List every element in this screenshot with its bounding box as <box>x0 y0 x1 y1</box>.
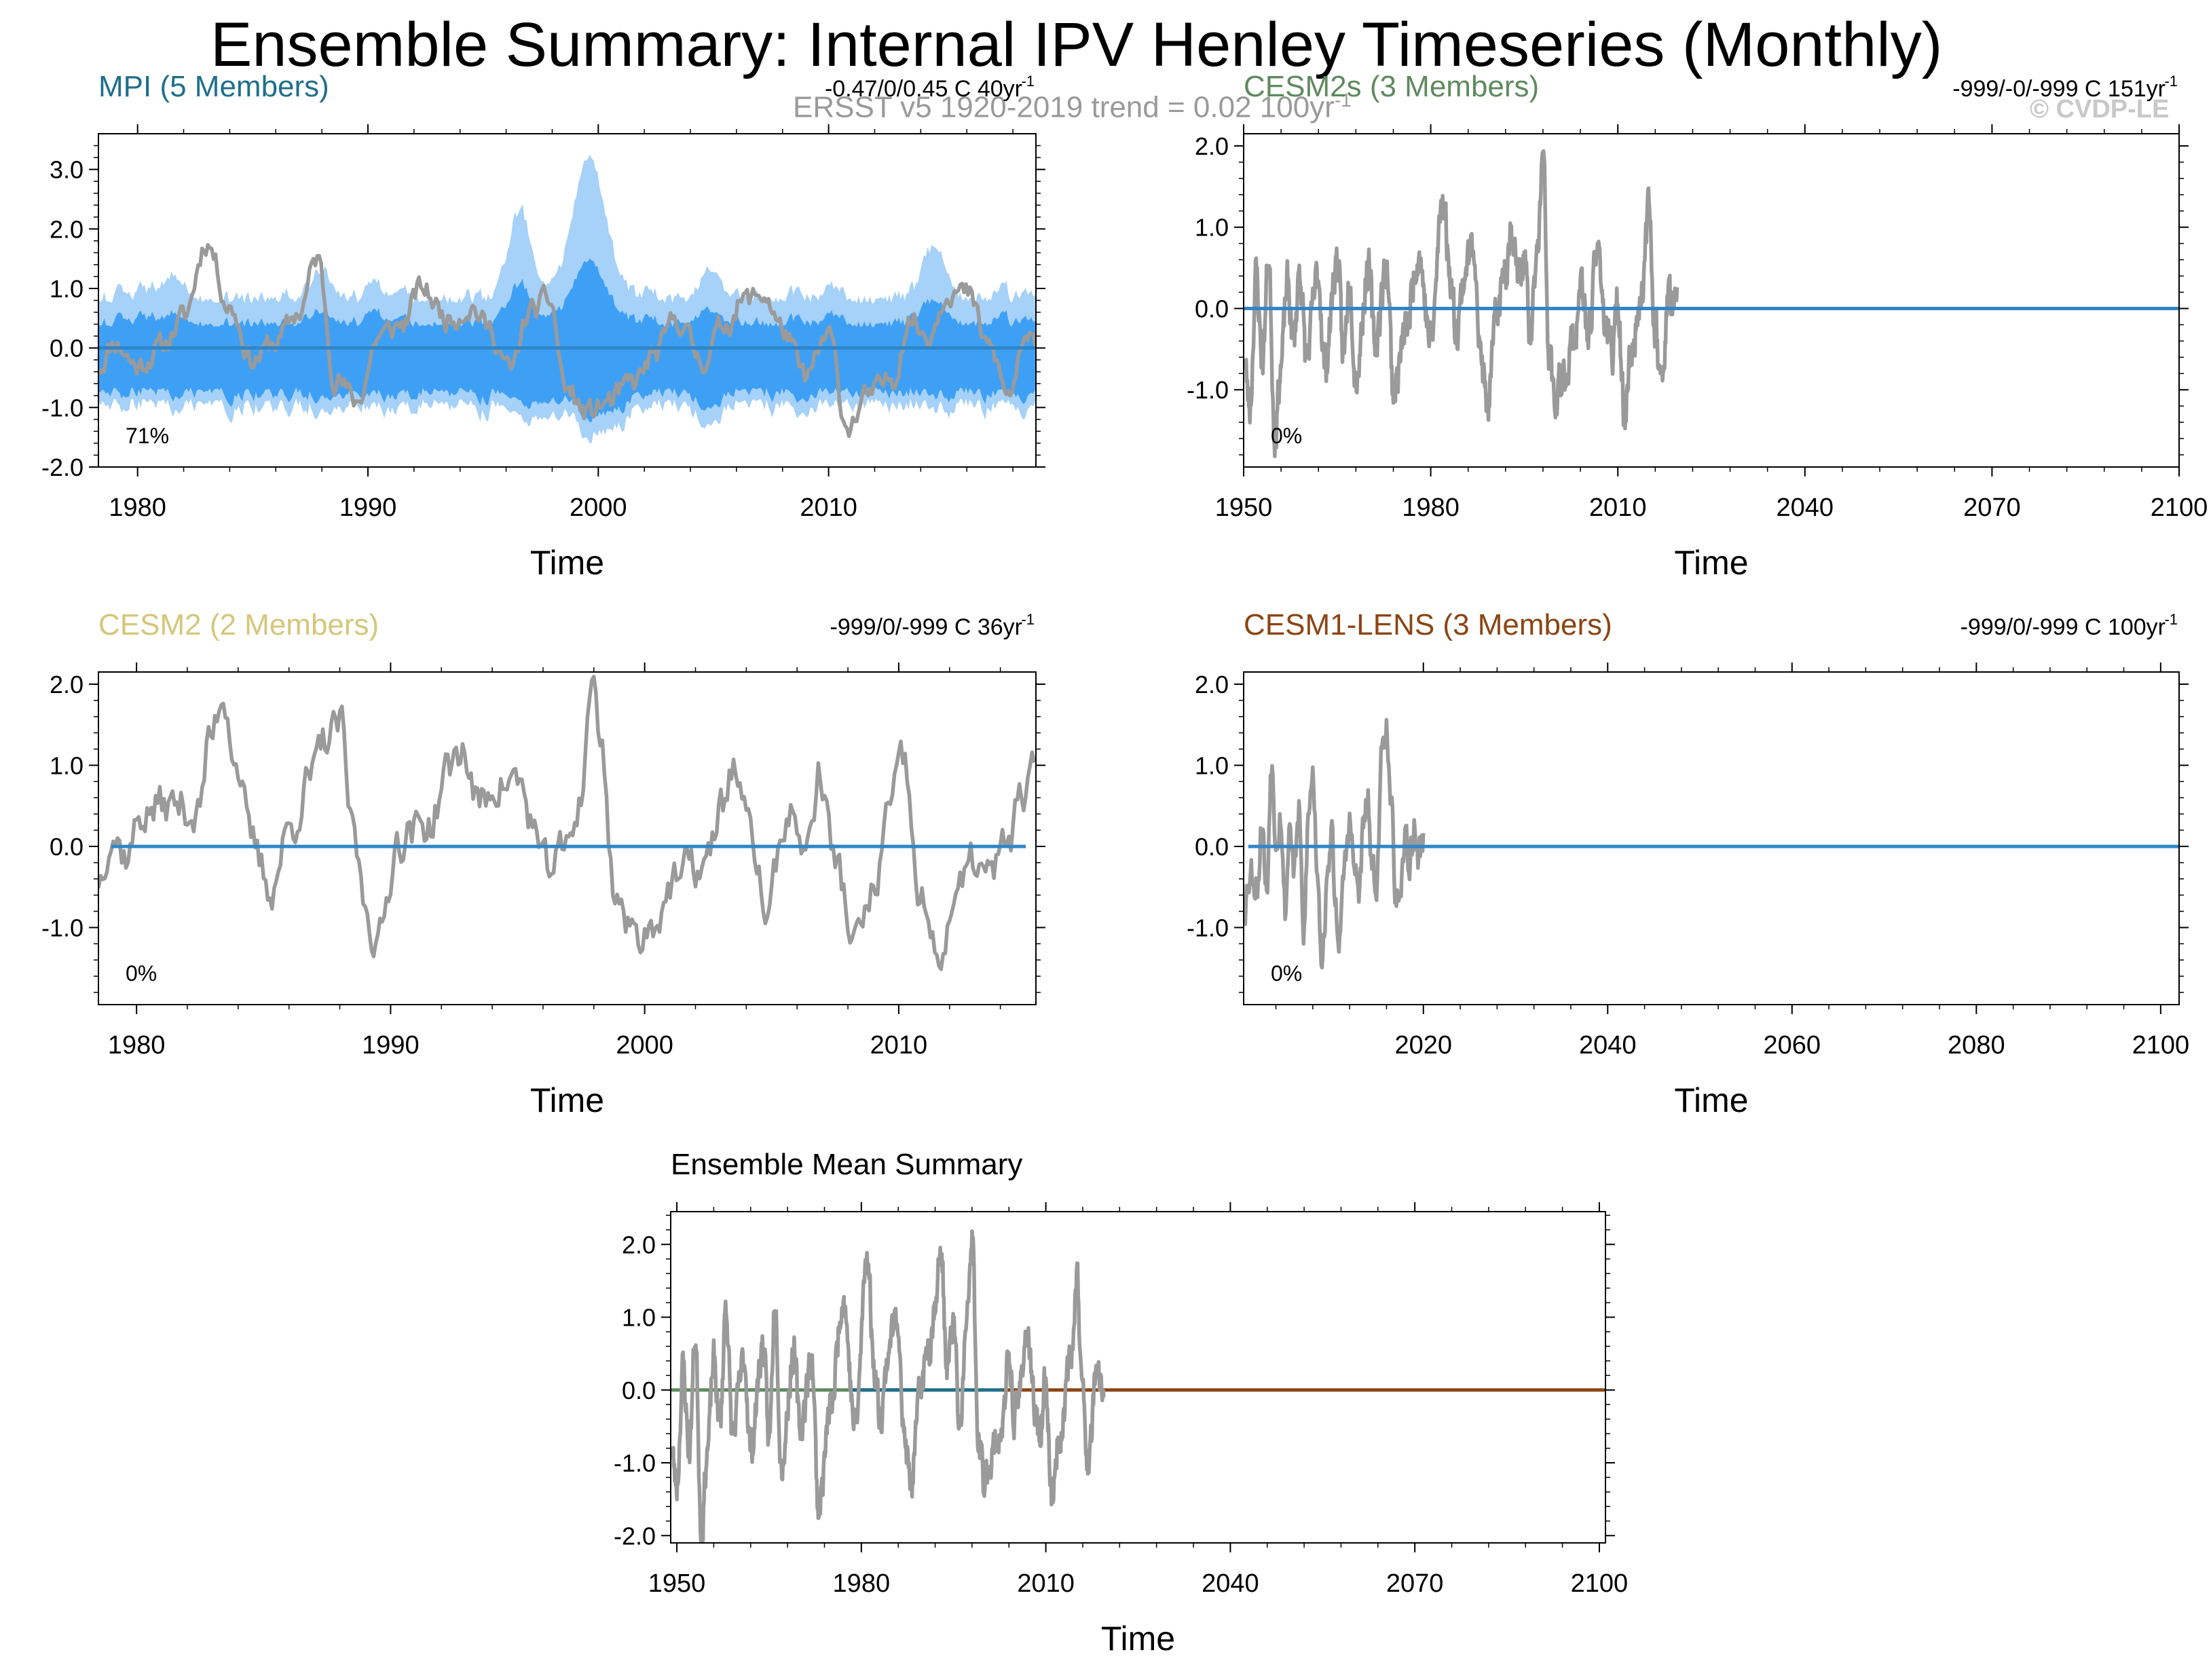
cvdp-watermark: © CVDP-LE <box>2030 95 2170 124</box>
mpi-xtick-label: 1980 <box>109 493 166 522</box>
ensmean-xtick-label: 2070 <box>1386 1569 1444 1598</box>
mpi-ytick-label: 2.0 <box>50 215 83 243</box>
cesm2-frame <box>98 671 1037 1005</box>
cesm2-chart: 1980 1990 2000 2010 -1.0 0.0 1.0 2.0 Time CESM2 (… <box>41 608 1045 1119</box>
cesm1-xtick-label: 2100 <box>2132 1031 2190 1060</box>
cesm2-ytick-label: 1.0 <box>50 751 83 779</box>
ensmean-frame <box>670 1211 1606 1544</box>
cesm2s-xtick-label: 1980 <box>1402 493 1460 522</box>
cesm1-obs-line <box>1244 717 1426 970</box>
cesm2-xtick-label: 2000 <box>616 1031 673 1060</box>
cesm2s-frame <box>1243 133 2180 468</box>
cesm2-xtick-label: 1980 <box>108 1031 166 1060</box>
cesm2s-plot-area <box>1244 149 2179 459</box>
cesm2-obs-line <box>98 675 1036 971</box>
ensmean-plot-area <box>671 1229 1605 1543</box>
mpi-xtick-label: 2010 <box>800 493 857 522</box>
mpi-ytick-label: 0.0 <box>50 335 83 362</box>
mpi-chart: 1980 1990 2000 2010 -2.0 -1.0 0.0 1.0 2.0 3.0 Time… <box>41 70 1045 582</box>
cesm1-ytick-label: 2.0 <box>1195 671 1229 698</box>
cesm2-ytick-label: 0.0 <box>50 833 83 861</box>
cesm2-xlabel: Time <box>530 1081 604 1119</box>
ersst-trend-subtitle: ERSST v5 1920-2019 trend = 0.02 100yr-1 <box>793 90 1352 125</box>
cesm2-percent-label: 0% <box>126 961 157 986</box>
ensmean-ytick-label: 2.0 <box>622 1231 656 1258</box>
ensmean-xtick-label: 1980 <box>833 1569 891 1598</box>
mpi-ytick-label: 1.0 <box>50 275 83 303</box>
ensmean-ytick-label: -2.0 <box>614 1522 656 1550</box>
cesm1-xlabel: Time <box>1674 1081 1748 1119</box>
cesm2s-ytick-label: 2.0 <box>1195 132 1229 160</box>
cesm2s-ytick-label: 1.0 <box>1195 214 1229 242</box>
cesm2-plot-area <box>98 675 1036 971</box>
mpi-xlabel: Time <box>530 544 604 582</box>
ensmean-xtick-label: 2040 <box>1202 1569 1259 1598</box>
cesm1-trend-label-sup: -1 <box>2164 611 2178 628</box>
mpi-trend-label-sup: -1 <box>1021 73 1035 90</box>
cesm1-xtick-label: 2040 <box>1579 1031 1637 1060</box>
cesm1-xtick-label: 2080 <box>1948 1031 2005 1060</box>
cesm2s-xtick-label: 2010 <box>1589 493 1647 522</box>
cesm2s-title: CESM2s (3 Members) <box>1244 70 1539 103</box>
cesm2s-ytick-label: -1.0 <box>1187 376 1229 404</box>
cesm1-ytick-label: 0.0 <box>1195 833 1229 861</box>
cesm2s-trend-label: -999/-0/-999 C 151yr <box>1952 76 2166 102</box>
ersst-trend-sup: -1 <box>1334 90 1352 111</box>
cesm2-xtick-label: 2010 <box>870 1031 928 1060</box>
cesm2s-percent-label: 0% <box>1271 424 1302 448</box>
cesm1-title: CESM1-LENS (3 Members) <box>1244 608 1612 641</box>
cesm2s-chart: 1950 1980 2010 2040 2070 2100 -1.0 0.0 1.0 2.0 Tim… <box>1187 70 2208 582</box>
mpi-xtick-label: 2000 <box>570 493 627 522</box>
cesm2s-ytick-label: 0.0 <box>1195 295 1229 322</box>
ensmean-xtick-label: 2010 <box>1017 1569 1075 1598</box>
cesm1-xtick-label: 2020 <box>1394 1031 1452 1060</box>
cesm1-trend-label: -999/0/-999 C 100yr <box>1961 614 2166 640</box>
mpi-ytick-label: 3.0 <box>50 156 83 184</box>
cesm2s-xtick-label: 1950 <box>1215 493 1273 522</box>
mpi-ytick-label: -1.0 <box>41 394 83 422</box>
cesm2-xtick-label: 1990 <box>362 1031 420 1060</box>
cesm2-trend-label: -999/0/-999 C 36yr <box>830 614 1023 640</box>
cesm2s-xtick-label: 2100 <box>2151 493 2208 522</box>
mpi-trend-label: -0.47/0/0.45 C 40yr <box>825 76 1022 102</box>
cesm1-ytick-label: 1.0 <box>1195 751 1229 779</box>
ensmean-ytick-label: 1.0 <box>622 1304 656 1332</box>
cesm1-xtick-label: 2060 <box>1764 1031 1821 1060</box>
cesm2-title: CESM2 (2 Members) <box>98 608 379 641</box>
cesm1-ytick-label: -1.0 <box>1187 914 1229 941</box>
mpi-title: MPI (5 Members) <box>98 70 329 103</box>
ensmean-title: Ensemble Mean Summary <box>671 1148 1022 1181</box>
cesm2-ytick-label: 2.0 <box>50 671 83 698</box>
cesm1-percent-label: 0% <box>1271 961 1302 986</box>
cesm1-chart: 2020 2040 2060 2080 2100 -1.0 0.0 1.0 2.0 Time CES… <box>1187 608 2189 1119</box>
ensmean-obs-line <box>671 1229 1106 1543</box>
cesm2s-trend-label-sup: -1 <box>2164 73 2178 90</box>
ensmean-ytick-label: -1.0 <box>614 1449 656 1477</box>
cesm2s-xtick-label: 2070 <box>1963 493 2021 522</box>
cesm2-trend-label-sup: -1 <box>1021 611 1035 628</box>
cesm2s-xlabel: Time <box>1674 544 1748 582</box>
mpi-xtick-label: 1990 <box>339 493 397 522</box>
mpi-percent-label: 71% <box>126 424 169 448</box>
ensmean-xlabel: Time <box>1101 1620 1175 1658</box>
figure-title: Ensemble Summary: Internal IPV Henley Ti… <box>210 10 1943 79</box>
ersst-trend-text: ERSST v5 1920-2019 trend = 0.02 100yr <box>793 90 1335 124</box>
mpi-ytick-label: -2.0 <box>41 453 83 481</box>
ensmean-xtick-label: 1950 <box>648 1569 706 1598</box>
cesm2s-obs-line <box>1244 149 1679 459</box>
cesm2s-xtick-label: 2040 <box>1777 493 1834 522</box>
mpi-plot-area <box>98 155 1036 444</box>
cesm1-frame <box>1243 671 2180 1005</box>
ensmean-ytick-label: 0.0 <box>622 1377 656 1404</box>
cesm2-ytick-label: -1.0 <box>41 914 83 941</box>
cesm1-plot-area <box>1244 717 2179 970</box>
ensmean-xtick-label: 2100 <box>1571 1569 1629 1598</box>
ensmean-chart: 1950 1980 2010 2040 2070 2100 -2.0 -1.0 0.0 1.0 2.… <box>614 1148 1628 1658</box>
mpi-obs-line <box>98 243 1036 438</box>
